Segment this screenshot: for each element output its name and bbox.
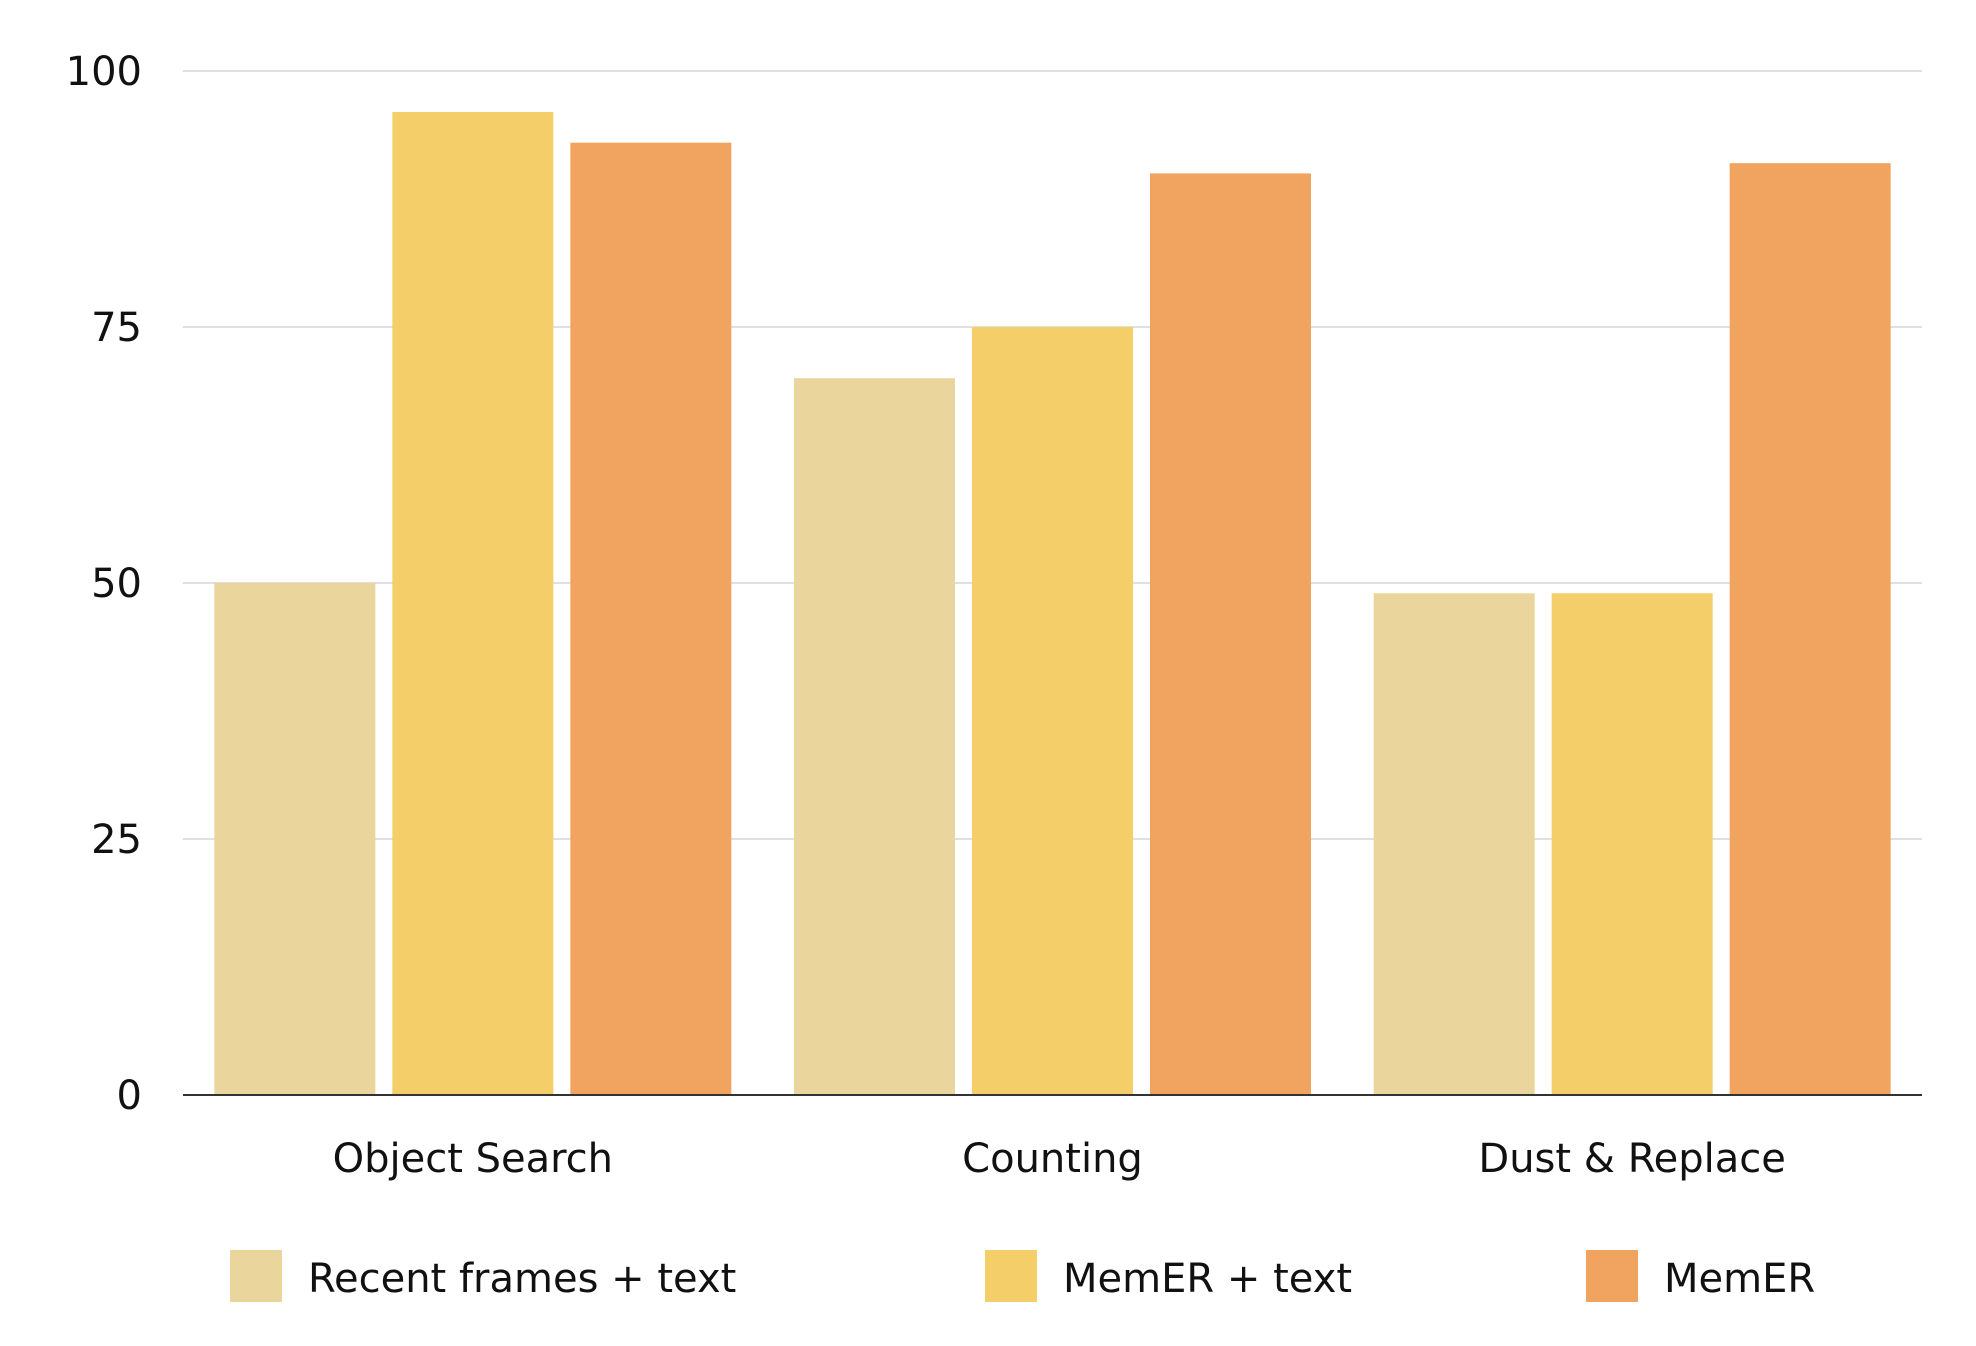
bar-counting-memer-text <box>972 327 1133 1095</box>
y-tick-label: 25 <box>91 817 142 863</box>
x-category-label: Object Search <box>333 1136 613 1182</box>
x-category-label: Dust & Replace <box>1478 1136 1786 1182</box>
bar-counting-memer <box>1150 173 1311 1095</box>
bar-dust-replace-recent-frames-text <box>1373 593 1535 1095</box>
axes: 0 25 50 75 100 Object Search Counting Dust & Re… <box>66 49 1922 1182</box>
legend-label: MemER <box>1664 1256 1815 1302</box>
bars <box>214 111 1891 1095</box>
bar-object-search-memer <box>570 142 732 1095</box>
legend-swatch <box>1586 1250 1638 1302</box>
bar-object-search-recent-frames-text <box>214 583 376 1095</box>
bar-dust-replace-memer-text <box>1551 593 1713 1095</box>
legend-label: Recent frames + text <box>308 1256 736 1302</box>
bar-object-search-memer-text <box>392 111 554 1095</box>
legend-swatch <box>985 1250 1037 1302</box>
y-tick-label: 100 <box>66 49 142 95</box>
y-tick-label: 50 <box>91 561 142 607</box>
y-tick-label: 75 <box>91 305 142 351</box>
x-category-label: Counting <box>962 1136 1143 1182</box>
legend: Recent frames + text MemER + text MemER <box>230 1250 1815 1302</box>
legend-swatch <box>230 1250 282 1302</box>
bar-dust-replace-memer <box>1729 163 1891 1095</box>
y-tick-label: 0 <box>117 1073 142 1119</box>
legend-label: MemER + text <box>1063 1256 1352 1302</box>
bar-counting-recent-frames-text <box>794 378 955 1095</box>
